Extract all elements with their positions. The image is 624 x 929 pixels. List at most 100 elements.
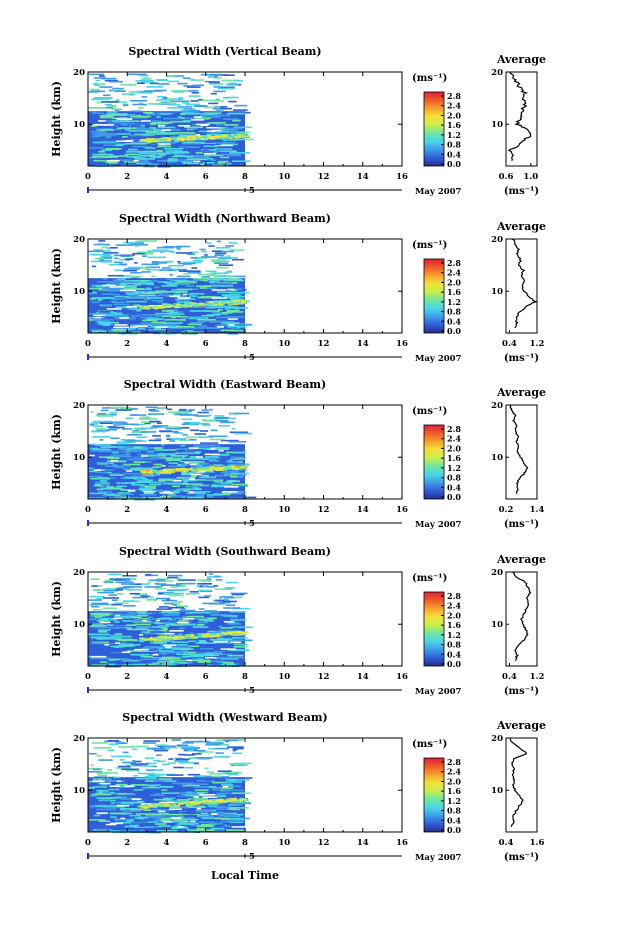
heatmap-cell [91, 135, 102, 138]
heatmap-cell [171, 155, 188, 158]
heatmap-cell [170, 491, 180, 494]
heatmap-cell [89, 595, 105, 598]
heatmap-gap [114, 324, 128, 326]
heatmap-peak-cell [241, 301, 246, 304]
heatmap-gap [131, 798, 142, 800]
heatmap-cell [123, 493, 134, 495]
heatmap-cell [96, 461, 111, 464]
heatmap-gap [99, 782, 111, 785]
heatmap-cell [96, 330, 102, 332]
heatmap-cell [109, 473, 121, 475]
heatmap-cell [91, 133, 103, 135]
heatmap-cell [133, 456, 144, 459]
heatmap-cell [230, 809, 241, 811]
heatmap-cell [170, 632, 191, 634]
heatmap-cell [227, 460, 233, 462]
heatmap-cell [148, 616, 153, 618]
heatmap-cell [161, 653, 167, 655]
heatmap-cell [227, 154, 242, 157]
y-tick-label: 10 [73, 287, 85, 297]
heatmap-cell [177, 116, 182, 118]
heatmap-cell [152, 655, 173, 658]
heatmap-cell [107, 111, 118, 113]
heatmap-peak-cell [198, 302, 204, 305]
heatmap-cell [144, 586, 159, 588]
colorbar-tick-label: 0.0 [447, 159, 461, 169]
heatmap-cell [177, 823, 195, 825]
heatmap-cell [216, 266, 229, 269]
heatmap-cell [199, 430, 209, 432]
heatmap-cell [150, 410, 159, 412]
heatmap-peak-cell [198, 469, 204, 472]
heatmap-cell [158, 651, 181, 654]
heatmap-cell [230, 289, 238, 292]
heatmap-cell [184, 421, 201, 424]
heatmap-cell [133, 663, 150, 666]
heatmap-cell [104, 104, 112, 106]
heatmap-cell [175, 448, 197, 450]
heatmap-cell [214, 650, 226, 653]
heatmap-cell [114, 295, 131, 298]
colorbar-unit: (ms⁻¹) [412, 573, 447, 584]
heatmap-gap [228, 324, 235, 326]
heatmap-cell [114, 602, 129, 604]
heatmap-cell [194, 451, 202, 453]
heatmap-cell [162, 790, 178, 793]
heatmap-cell [105, 330, 113, 332]
panel-3: Spectral Width (Southward Beam)0 2 4 6 8 10 12… [50, 545, 546, 697]
heatmap-cell [199, 476, 217, 479]
heatmap-cell [135, 80, 154, 82]
heatmap-cell [162, 780, 177, 782]
heatmap-cell [102, 407, 119, 409]
heatmap-gap [231, 826, 246, 828]
heatmap-cell [116, 482, 121, 484]
heatmap-cell [166, 774, 184, 776]
heatmap-peak-cell [244, 300, 250, 303]
heatmap-gap [120, 289, 136, 292]
heatmap-cell [91, 301, 101, 304]
heatmap-cell [99, 140, 120, 143]
heatmap-cell [164, 319, 186, 321]
heatmap-cell [101, 307, 119, 309]
heatmap-cell [96, 281, 111, 283]
heatmap-cell [161, 444, 165, 446]
heatmap-cell [101, 256, 113, 258]
colorbar-tick-label: 2.8 [447, 258, 461, 268]
heatmap-cell [119, 759, 125, 761]
heatmap-gap [200, 124, 209, 127]
heatmap-cell [179, 414, 198, 416]
heatmap-cell [229, 152, 251, 154]
heatmap-cell [219, 324, 226, 326]
heatmap-cell [181, 142, 202, 145]
heatmap-cell [90, 111, 97, 113]
heatmap-peak-cell [168, 803, 171, 806]
heatmap-cell [138, 107, 144, 109]
heatmap-peak-cell [162, 469, 168, 471]
heatmap-cell [154, 447, 163, 449]
heatmap-cell [137, 82, 145, 84]
heatmap-cell [99, 776, 117, 779]
heatmap-cell [185, 791, 192, 794]
heatmap-gap [116, 118, 133, 120]
heatmap-cell [231, 593, 245, 596]
heatmap-cell [118, 258, 131, 261]
heatmap-cell [181, 812, 201, 815]
heatmap-cell [89, 470, 98, 473]
avg-unit: (ms⁻¹) [504, 686, 539, 697]
heatmap-cell [179, 408, 187, 411]
heatmap-cell [206, 578, 212, 581]
heatmap-cell [104, 579, 115, 582]
heatmap-cell [191, 626, 209, 628]
heatmap-cell [144, 632, 158, 635]
heatmap-cell [112, 613, 123, 615]
heatmap-cell [215, 747, 229, 750]
heatmap-gap [196, 456, 203, 458]
heatmap-gap [159, 801, 175, 804]
heatmap-cell [122, 406, 131, 409]
heatmap-cell [109, 263, 127, 266]
heatmap-cell [94, 257, 113, 260]
heatmap-cell [174, 589, 187, 591]
heatmap-cell [159, 634, 171, 637]
heatmap-cell [231, 456, 246, 459]
heatmap-cell [123, 137, 144, 140]
